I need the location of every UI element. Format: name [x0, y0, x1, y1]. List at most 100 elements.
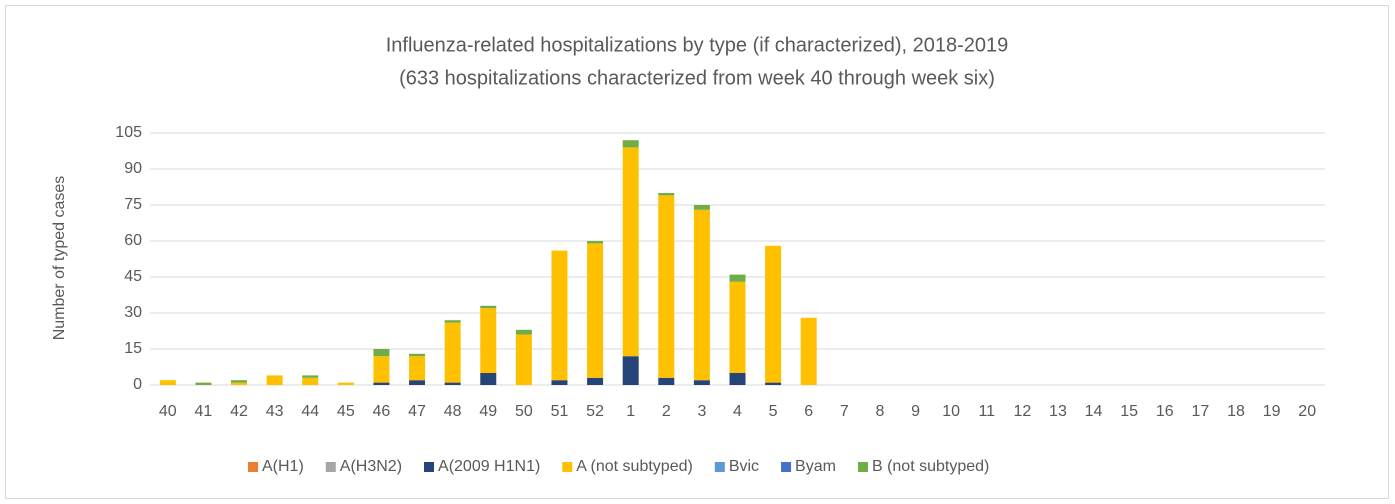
legend-label: Byam — [795, 458, 836, 475]
bar-segment — [231, 382, 248, 385]
bar-segment — [480, 373, 497, 385]
bar-segment — [622, 147, 639, 357]
x-tick-label: 9 — [911, 403, 920, 420]
bar-segment — [373, 382, 390, 385]
bar-segment — [373, 356, 390, 383]
y-tick-label: 45 — [124, 268, 142, 285]
bar-segment — [729, 274, 746, 282]
x-tick-label: 15 — [1120, 403, 1138, 420]
bar-segment — [480, 308, 497, 373]
x-tick-label: 47 — [408, 403, 426, 420]
x-tick-label: 6 — [804, 403, 813, 420]
bar-segment — [231, 380, 248, 383]
x-tick-label: 19 — [1263, 403, 1281, 420]
x-tick-label: 43 — [266, 403, 284, 420]
bar-segment — [444, 382, 461, 385]
x-tick-label: 13 — [1049, 403, 1067, 420]
bar-segment — [800, 317, 817, 385]
legend-swatch — [325, 462, 336, 472]
y-tick-label: 75 — [124, 196, 142, 213]
bar-segment — [302, 375, 319, 378]
x-tick-label: 40 — [159, 403, 177, 420]
x-tick-label: 52 — [586, 403, 604, 420]
bar-segment — [658, 193, 675, 196]
x-tick-label: 42 — [230, 403, 248, 420]
legend-label: A(H3N2) — [340, 458, 402, 475]
bar-segment — [515, 329, 532, 335]
bar-segment — [444, 322, 461, 383]
x-tick-label: 45 — [337, 403, 355, 420]
x-tick-label: 5 — [769, 403, 778, 420]
x-tick-label: 2 — [662, 403, 671, 420]
legend-swatch — [424, 462, 435, 472]
bar-segment — [587, 241, 604, 244]
bar-segment — [195, 382, 212, 385]
legend-swatch — [248, 462, 258, 472]
y-tick-label: 0 — [133, 376, 142, 393]
chart-title: Influenza-related hospitalizations by ty… — [386, 34, 1009, 56]
legend-label: Bvic — [729, 458, 759, 475]
x-tick-label: 17 — [1191, 403, 1209, 420]
y-tick-label: 90 — [124, 160, 142, 177]
bar-segment — [337, 382, 354, 385]
bar-segment — [622, 356, 639, 385]
legend-label: A(2009 H1N1) — [438, 458, 540, 475]
y-tick-label: 30 — [124, 304, 142, 321]
x-tick-label: 14 — [1085, 403, 1103, 420]
legend-label: B (not subtyped) — [872, 458, 989, 475]
legend-swatch — [857, 462, 868, 472]
bar-segment — [444, 320, 461, 323]
bar-segment — [409, 353, 426, 357]
x-tick-label: 20 — [1298, 403, 1316, 420]
bar-segment — [302, 377, 319, 385]
y-tick-label: 15 — [124, 340, 142, 357]
x-tick-label: 41 — [195, 403, 213, 420]
x-tick-label: 18 — [1227, 403, 1245, 420]
bar-segment — [551, 380, 568, 385]
bar-segment — [159, 380, 176, 385]
x-tick-label: 1 — [626, 403, 635, 420]
x-tick-label: 49 — [479, 403, 497, 420]
chart-subtitle: (633 hospitalizations characterized from… — [399, 67, 995, 89]
bar-segment — [587, 243, 604, 378]
bar-segment — [622, 140, 639, 148]
bar-segment — [765, 382, 782, 385]
y-tick-label: 105 — [115, 124, 142, 141]
x-tick-label: 51 — [551, 403, 569, 420]
bar-segment — [373, 349, 390, 357]
bar-segment — [658, 377, 675, 385]
bar-segment — [729, 281, 746, 373]
x-tick-label: 48 — [444, 403, 462, 420]
bar-segment — [693, 205, 710, 210]
legend-label: A(H1) — [262, 458, 304, 475]
bar-segment — [480, 305, 497, 309]
legend-label: A (not subtyped) — [576, 458, 693, 475]
y-axis-label: Number of typed cases — [51, 176, 68, 341]
bar-segment — [693, 380, 710, 385]
x-tick-label: 4 — [733, 403, 742, 420]
bar-segment — [729, 373, 746, 385]
legend-swatch — [781, 462, 792, 472]
x-tick-label: 10 — [942, 403, 960, 420]
bar-segment — [409, 380, 426, 385]
x-tick-label: 46 — [373, 403, 391, 420]
legend-swatch — [562, 462, 573, 472]
bar-segment — [658, 195, 675, 378]
bar-segment — [515, 334, 532, 385]
bar-segment — [587, 377, 604, 385]
x-tick-label: 3 — [697, 403, 706, 420]
bar-segment — [693, 209, 710, 381]
x-tick-label: 50 — [515, 403, 533, 420]
bar-segment — [409, 356, 426, 381]
bar-segment — [551, 250, 568, 381]
x-tick-label: 12 — [1013, 403, 1031, 420]
x-tick-label: 7 — [840, 403, 849, 420]
y-tick-label: 60 — [124, 232, 142, 249]
bar-segment — [266, 375, 283, 385]
x-tick-label: 11 — [978, 403, 995, 420]
x-tick-label: 16 — [1156, 403, 1174, 420]
bar-segment — [765, 245, 782, 383]
x-tick-label: 44 — [301, 403, 319, 420]
x-tick-label: 8 — [875, 403, 884, 420]
